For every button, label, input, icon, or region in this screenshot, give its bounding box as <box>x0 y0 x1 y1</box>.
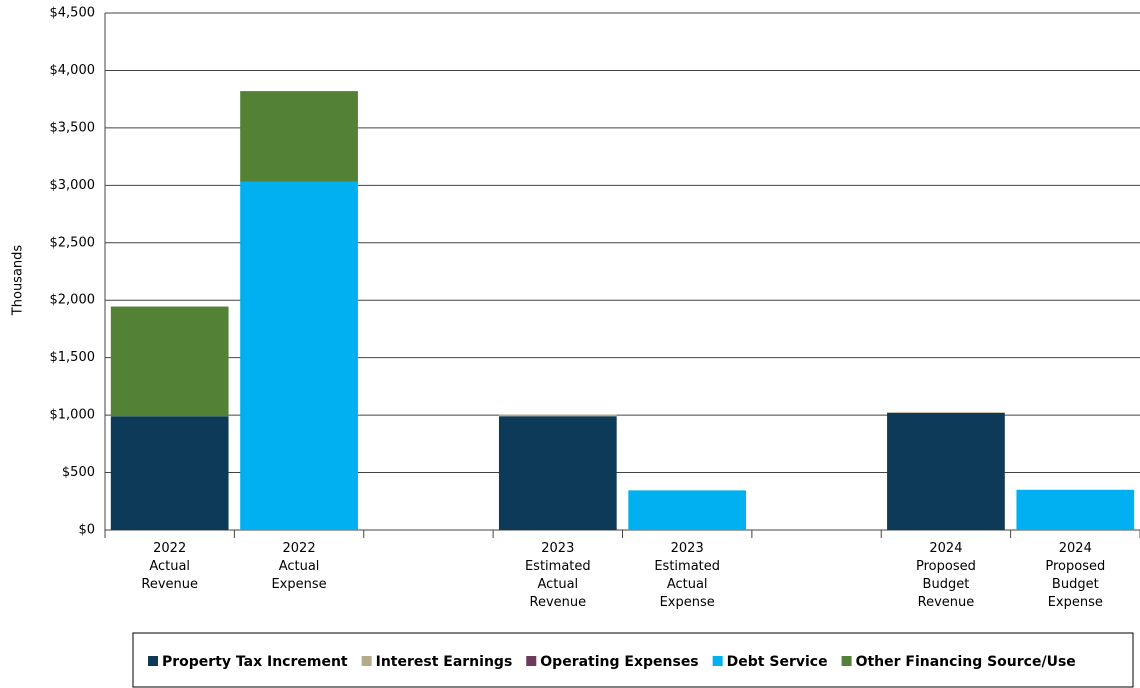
legend-label: Property Tax Increment <box>162 654 348 670</box>
legend-swatch <box>712 656 723 666</box>
legend-box <box>132 632 1134 688</box>
legend-label: Interest Earnings <box>376 654 513 670</box>
y-tick-label: $3,500 <box>50 120 96 135</box>
y-tick-label: $1,000 <box>50 408 96 423</box>
x-tick-label: 2022 Actual Expense <box>271 541 326 592</box>
y-tick-label: $4,500 <box>50 6 96 21</box>
legend-swatch <box>361 656 372 666</box>
x-tick-label: 2022 Actual Revenue <box>141 541 198 592</box>
x-tick-label: 2023 Estimated Actual Expense <box>654 541 720 610</box>
y-tick-label: $1,500 <box>50 350 96 365</box>
y-tick-label: $0 <box>78 523 95 538</box>
y-axis-label: Thousands <box>11 245 26 317</box>
legend-label: Debt Service <box>727 654 828 670</box>
legend-label: Operating Expenses <box>540 654 698 670</box>
y-tick-label: $2,000 <box>50 293 96 308</box>
bar-segment <box>240 181 358 531</box>
bar-segment <box>887 412 1005 413</box>
x-tick-label: 2024 Proposed Budget Expense <box>1045 541 1105 610</box>
legend-swatch <box>148 656 158 666</box>
bar-segment <box>628 490 747 530</box>
bar-segment <box>498 416 617 530</box>
y-tick-label: $3,000 <box>50 178 96 193</box>
bar-segment <box>1016 489 1135 530</box>
bar-segment <box>240 91 358 182</box>
x-tick-label: 2024 Proposed Budget Revenue <box>916 541 976 610</box>
bar-segment <box>110 416 229 530</box>
y-tick-label: $4,000 <box>50 63 96 78</box>
bar-segment <box>887 412 1005 530</box>
legend-swatch <box>526 656 537 666</box>
y-tick-label: $2,500 <box>50 235 96 250</box>
y-tick-label: $500 <box>62 465 95 480</box>
legend: Property Tax Increment Interest Earnings O… <box>148 654 1076 670</box>
x-tick-label: 2023 Estimated Actual Revenue <box>525 541 591 610</box>
legend-swatch <box>841 656 852 666</box>
legend-label: Other Financing Source/Use <box>856 654 1076 670</box>
bar-segment <box>110 306 229 417</box>
bar-segment <box>498 414 617 417</box>
